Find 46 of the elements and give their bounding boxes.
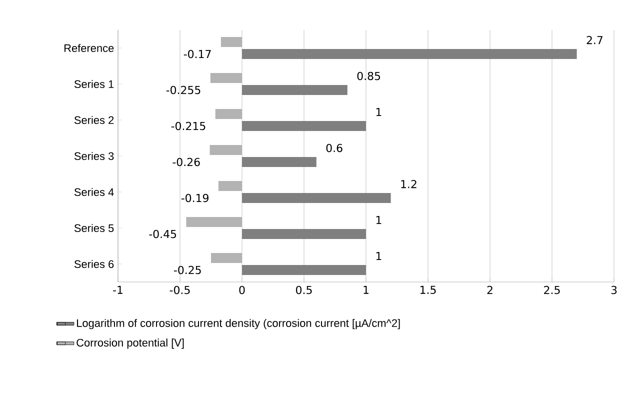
y-tick-label: Series 1 <box>74 80 114 88</box>
y-tick-label: Series 2 <box>74 116 114 124</box>
bar <box>242 157 316 167</box>
x-tick-label: 2.5 <box>544 286 560 294</box>
bar <box>242 264 366 275</box>
bar <box>242 49 577 59</box>
data-label: 0.6 <box>326 144 342 152</box>
x-tick-label: 1 <box>364 286 368 294</box>
x-tick-label: -1 <box>113 286 122 294</box>
data-label: -0.215 <box>171 122 206 130</box>
x-tick-label: 1.5 <box>420 286 436 294</box>
data-label: 1 <box>376 108 382 116</box>
data-label: 1 <box>376 252 382 260</box>
legend-label: Corrosion potential [V] <box>76 338 184 349</box>
x-tick-label: 0 <box>239 286 245 294</box>
bar <box>186 216 242 227</box>
data-label: -0.25 <box>174 266 201 274</box>
x-tick-label: 0.5 <box>296 286 312 294</box>
bar <box>210 73 242 83</box>
y-tick-label: Series 4 <box>74 188 114 196</box>
bar <box>210 145 242 155</box>
bar <box>242 121 366 131</box>
data-label: -0.26 <box>172 158 200 166</box>
bar <box>211 252 242 263</box>
data-label: -0.17 <box>184 50 211 58</box>
bar <box>218 180 242 191</box>
y-tick-label: Series 6 <box>74 260 114 268</box>
data-label: -0.45 <box>149 230 176 238</box>
data-label: 1.2 <box>401 180 416 188</box>
y-tick-label: Series 5 <box>74 224 114 232</box>
y-tick-label: Series 3 <box>74 152 114 160</box>
bar <box>242 193 391 203</box>
data-label: -0.255 <box>166 86 200 94</box>
bar <box>242 228 366 239</box>
x-tick-label: -0.5 <box>170 286 190 294</box>
data-label: 1 <box>376 216 382 224</box>
bar <box>215 109 242 119</box>
bar <box>220 37 242 47</box>
y-tick-label: Reference <box>64 44 114 52</box>
bar <box>242 85 348 95</box>
data-label: 2.7 <box>586 36 602 44</box>
data-label: 0.85 <box>357 72 380 80</box>
data-label: -0.19 <box>181 194 208 202</box>
legend-label: Logarithm of corrosion current density (corrosion current [µA/cm^2] <box>77 318 400 330</box>
x-tick-label: 3 <box>611 286 617 294</box>
x-tick-label: 2 <box>487 286 492 294</box>
